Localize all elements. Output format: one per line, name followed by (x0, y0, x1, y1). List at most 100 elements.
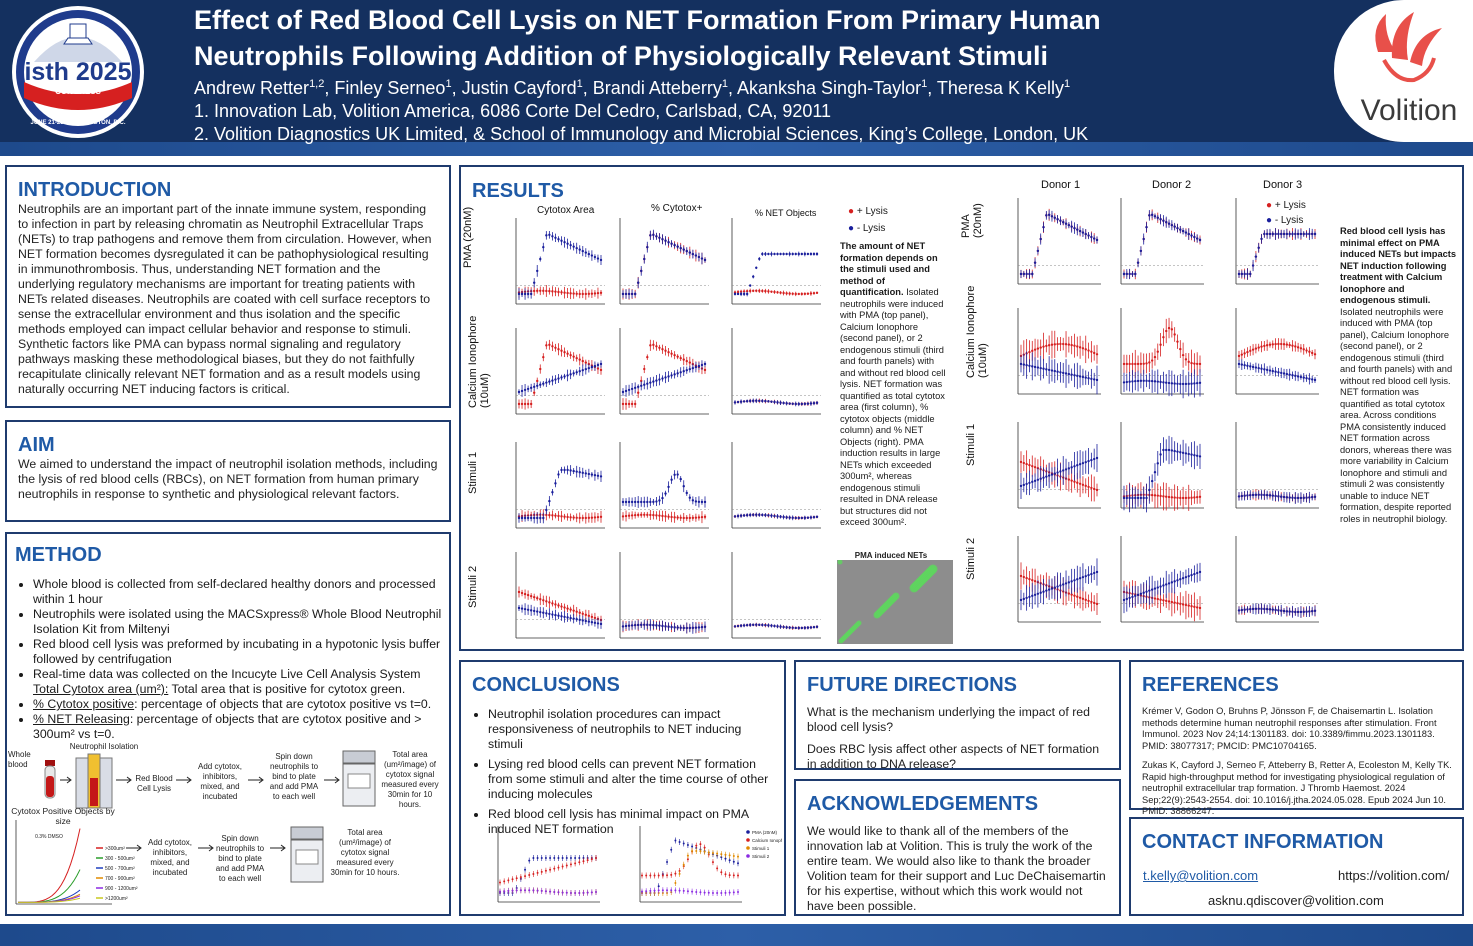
col-title-net-objects: % NET Objects (755, 208, 816, 218)
poster-title: Effect of Red Blood Cell Lysis on NET Fo… (194, 2, 1314, 74)
acknowledgements-text: We would like to thank all of the member… (807, 824, 1109, 914)
method-bullet-list: Whole blood is collected from self-decla… (15, 577, 443, 742)
timecourse-panel (513, 218, 605, 308)
arrow-icon (270, 844, 288, 852)
timecourse-panel (1118, 536, 1204, 626)
separator-magnet-icon (74, 752, 114, 810)
introduction-text: Neutrophils are an important part of the… (18, 202, 439, 397)
donor-description-bold: Red blood cell lysis has minimal effect … (1340, 226, 1456, 305)
author-name: Brandi Atteberry (593, 78, 722, 98)
donor-3-title: Donor 3 (1263, 179, 1302, 191)
future-question-1: What is the mechanism underlying the imp… (807, 705, 1109, 735)
method-workflow: Whole blood Neutrophil Isolation Red Blo… (8, 740, 448, 915)
isth-logo-text: isth 2025 (24, 58, 131, 86)
flow-total-area-2: Total area (um²/image) of cytotox signal… (330, 828, 400, 878)
isth-logo-sub: CONGRESS (55, 87, 101, 96)
col-title-cytotox-positive: % Cytotox+ (651, 203, 702, 214)
aim-heading: AIM (18, 434, 439, 457)
affiliation-1: 1. Innovation Lab, Volition America, 608… (194, 100, 1088, 123)
reference-1: Krémer V, Godon O, Bruhns P, Jönsson F, … (1142, 706, 1452, 752)
results-description-text: Isolated neutrophils were induced with P… (840, 287, 945, 527)
method-bullet: % Cytotox positive: percentage of object… (33, 697, 443, 712)
flow-spin-2: Spin down neutrophils to bind to plate a… (212, 834, 268, 884)
author-name: Finley Serneo (334, 78, 445, 98)
isth-logo-date: JUNE 21-25 • WASHINGTON, D.C. (30, 120, 125, 126)
author-affiliation-sup: 1,2 (309, 78, 324, 90)
timecourse-panel (1233, 422, 1319, 512)
method-bullet: Whole blood is collected from self-decla… (33, 577, 443, 607)
future-question-2: Does RBC lysis affect other aspects of N… (807, 742, 1109, 772)
conclusion-chart-legend-item: PMA (20nM) (752, 830, 778, 835)
donor-row-label-pma: PMA (20nM) (960, 203, 984, 238)
flow-rbc-lysis: Red Blood Cell Lysis (132, 774, 176, 794)
size-chart-legend-item: 700 - 900um² (105, 876, 135, 882)
flow-total-area-1: Total area (um²/image) of cytotox signal… (378, 750, 442, 810)
row-label-stimuli-1: Stimuli 1 (467, 452, 479, 494)
results-heading: RESULTS (472, 180, 564, 203)
future-heading: FUTURE DIRECTIONS (807, 674, 1109, 697)
aim-text: We aimed to understand the impact of neu… (18, 457, 439, 502)
size-chart-plot: >300um² 300 - 500um² 500 - 700um² 700 - 900… (8, 806, 138, 914)
def-cytotox-positive-text: : percentage of objects that are cytotox… (134, 697, 431, 711)
volition-mark-icon: Volition (1334, 0, 1473, 142)
affiliation-2: 2. Volition Diagnostics UK Limited, & Sc… (194, 123, 1088, 146)
def-cytotox-positive-term: % Cytotox positive (33, 697, 134, 711)
donor-1-title: Donor 1 (1041, 179, 1080, 191)
incucyte-instrument-icon (290, 826, 324, 884)
donor-row-label-stimuli-2: Stimuli 2 (965, 538, 977, 580)
conclusion-bullet: Lysing red blood cells can prevent NET f… (488, 757, 776, 802)
timecourse-panel (1015, 536, 1101, 626)
col-title-cytotox-area: Cytotox Area (537, 205, 594, 216)
contact-email-2-link[interactable]: asknu.qdiscover@volition.com (1208, 893, 1384, 908)
author-affiliation-sup: 1 (445, 78, 451, 90)
contact-email-link[interactable]: t.kelly@volition.com (1143, 868, 1258, 883)
future-directions-panel: FUTURE DIRECTIONS What is the mechanism … (794, 660, 1121, 770)
conclusion-chart-plus-lysis (490, 818, 610, 908)
legend-item-plus-lysis: ● + Lysis (848, 203, 888, 220)
contact-heading: CONTACT INFORMATION (1142, 831, 1452, 854)
incucyte-instrument-icon (342, 750, 376, 808)
timecourse-panel (1118, 308, 1204, 398)
timecourse-panel (729, 218, 821, 308)
timecourse-panel (513, 552, 605, 642)
arrow-icon (176, 776, 194, 784)
timecourse-panel (1015, 422, 1101, 512)
contact-website-link[interactable]: https://volition.com/ (1338, 868, 1449, 883)
def-total-cytotox-text: Total area that is positive for cytotox … (168, 682, 405, 696)
method-bullet: Real-time data was collected on the Incu… (33, 667, 443, 697)
conclusion-chart-minus-lysis: PMA (20nM)Calcium Ionophore (10uM)Stimul… (632, 818, 782, 908)
timecourse-panel (617, 552, 709, 642)
introduction-heading: INTRODUCTION (18, 179, 439, 202)
arrow-icon (248, 776, 266, 784)
conclusion-chart-legend-item: Calcium Ionophore (10uM) (752, 838, 782, 843)
timecourse-panel (1233, 198, 1319, 288)
size-chart-legend-item: >300um² (105, 846, 125, 852)
author-name: Akanksha Singh-Taylor (737, 78, 921, 98)
method-bullet: Red blood cell lysis was preformed by in… (33, 637, 443, 667)
row-label-calcium-ionophore: Calcium Ionophore (10uM) (467, 316, 491, 408)
pma-micrograph-image (837, 560, 953, 644)
size-chart-legend-item: 900 - 1200um² (105, 886, 138, 892)
timecourse-panel (729, 552, 821, 642)
author-affiliation-sup: 1 (921, 78, 927, 90)
size-chart-legend-item: 500 - 700um² (105, 866, 135, 872)
timecourse-panel (1118, 198, 1204, 288)
timecourse-panel (1015, 308, 1101, 398)
size-chart: Cytotox Positive Objects by size 0.3% DM… (8, 806, 138, 914)
flow-neutrophil-isolation: Neutrophil Isolation (64, 742, 144, 752)
timecourse-panel (1015, 198, 1101, 288)
arrow-icon (126, 844, 144, 852)
donor-2-title: Donor 2 (1152, 179, 1191, 191)
donor-row-label-stimuli-1: Stimuli 1 (965, 424, 977, 466)
results-legend: ● + Lysis ● - Lysis (848, 203, 888, 237)
flow-whole-blood: Whole blood (8, 750, 40, 770)
results-description: The amount of NET formation depends on t… (840, 241, 948, 529)
aim-panel: AIM We aimed to understand the impact of… (5, 420, 451, 522)
acknowledgements-panel: ACKNOWLEDGEMENTS We would like to thank … (794, 779, 1121, 916)
arrow-icon (324, 776, 342, 784)
blood-tube-icon (42, 760, 58, 804)
method-bullet: % NET Releasing: percentage of objects t… (33, 712, 443, 742)
references-panel: REFERENCES Krémer V, Godon O, Bruhns P, … (1129, 660, 1464, 810)
timecourse-panel (617, 442, 709, 532)
timecourse-panel (617, 218, 709, 308)
